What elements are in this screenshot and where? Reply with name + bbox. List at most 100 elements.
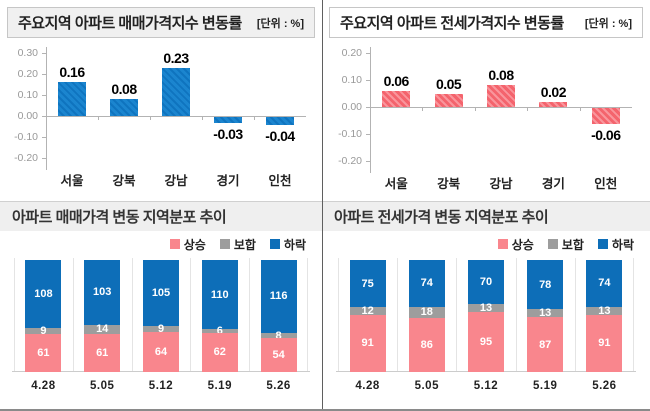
segment-value-label: 75 (361, 277, 374, 290)
segment-value-label: 13 (539, 307, 552, 320)
y-axis (370, 47, 371, 173)
bar-강남 (487, 85, 515, 107)
segment-value-label: 9 (40, 324, 47, 337)
bar-segment-보합: 12 (349, 305, 386, 317)
bar-강북 (110, 99, 138, 116)
x-tick-mark (254, 116, 255, 120)
legend-label-rise: 상승 (511, 237, 534, 252)
segment-value-label: 87 (539, 338, 552, 351)
y-tick-label: 0.10 (341, 74, 362, 86)
y-tick-mark (42, 95, 46, 96)
x-tick-mark (474, 107, 476, 111)
y-tick-mark (366, 80, 370, 81)
segment-value-label: 74 (420, 277, 433, 290)
bar-segment-하락: 74 (408, 260, 445, 307)
segment-value-label: 108 (34, 287, 53, 300)
gridline (131, 258, 133, 372)
bar-서울 (58, 82, 86, 116)
x-tick-mark (98, 116, 99, 120)
y-tick-label: -0.20 (338, 155, 362, 167)
y-tick-label: 0.10 (17, 89, 38, 101)
y-tick-mark (366, 134, 370, 135)
bar-value-label: 0.23 (163, 49, 189, 66)
panel-title: 아파트 매매가격 변동 지역분포 추이 (12, 209, 227, 226)
gridline (397, 258, 399, 372)
x-tick-mark (579, 107, 581, 111)
bar-value-label: 0.05 (435, 75, 462, 92)
bar-value-label: -0.06 (591, 127, 621, 144)
panel-sale-distribution: 아파트 매매가격 변동 지역분포 추이 상승 보합 하락 108 9 61 4.28 1… (0, 201, 322, 409)
legend-swatch-flat (219, 239, 230, 249)
panel-header: 주요지역 아파트 전세가격지수 변동률 [단위 : %] (329, 7, 643, 38)
panel-jeonse-price-index: 주요지역 아파트 전세가격지수 변동률 [단위 : %] 0.20 0.10 0.0… (322, 0, 650, 201)
segment-value-label: 105 (151, 287, 171, 300)
segment-value-label: 95 (479, 336, 493, 349)
chart-legend: 상승 보합 하락 (0, 234, 306, 254)
gridline (14, 258, 15, 372)
x-tick-mark (150, 116, 151, 120)
unit-label: [단위 : %] (584, 17, 632, 30)
bar-경기 (214, 117, 242, 124)
segment-value-label: 13 (479, 302, 493, 315)
x-category-label: 5.05 (90, 380, 115, 392)
x-category-label: 5.12 (473, 380, 499, 392)
y-tick-label: -0.10 (338, 128, 362, 140)
segment-value-label: 70 (479, 276, 493, 289)
legend-item-fall: 하락 (269, 236, 306, 253)
bar-segment-하락: 116 (260, 260, 297, 333)
bar-segment-보합: 9 (143, 323, 179, 335)
segment-value-label: 91 (598, 337, 611, 350)
legend-item-fall: 하락 (597, 236, 634, 253)
segment-value-label: 61 (37, 346, 50, 359)
gridline (338, 258, 339, 372)
y-tick-mark (366, 161, 370, 162)
bar-segment-하락: 108 (25, 260, 62, 328)
gridline (515, 258, 517, 372)
x-category-label: 5.05 (414, 380, 439, 392)
bar-segment-상승: 95 (468, 312, 504, 372)
panel-header: 아파트 매매가격 변동 지역분포 추이 (0, 201, 322, 231)
segment-value-label: 86 (420, 338, 433, 351)
category-label: 강남 (164, 174, 188, 188)
x-tick-mark (422, 107, 424, 111)
y-tick-label: 0.00 (341, 101, 362, 113)
y-tick-mark (42, 158, 46, 159)
x-axis-baseline (370, 107, 632, 108)
gridline (574, 258, 576, 372)
unit-label: [단위 : %] (256, 17, 304, 30)
category-label: 서울 (60, 174, 84, 188)
legend-swatch-flat (547, 239, 558, 249)
legend-item-rise: 상승 (169, 236, 206, 253)
bar-segment-상승: 87 (527, 317, 564, 372)
y-tick-mark (42, 116, 46, 117)
bar-segment-보합: 9 (25, 324, 62, 337)
bar-segment-보합: 8 (260, 330, 297, 342)
bar-segment-하락: 70 (468, 260, 504, 305)
sale-index-bar-chart: 0.30 0.20 0.10 0.00 -0.10 -0.20 0.16 서울 0.08 강북 0.… (14, 47, 306, 188)
category-label: 경기 (216, 174, 240, 188)
legend-swatch-rise (497, 239, 508, 249)
bar-value-label: -0.03 (213, 126, 243, 143)
y-tick-mark (366, 53, 370, 54)
gridline (456, 258, 458, 372)
jeonse-distribution-stacked-chart: 75 12 91 4.28 74 18 86 5.05 70 13 95 5.12 78 13 87 5.19… (336, 258, 636, 392)
x-axis-baseline (46, 116, 306, 117)
bar-강북 (434, 93, 463, 107)
bar-인천 (591, 108, 620, 125)
bar-segment-상승: 86 (408, 317, 445, 372)
gridline (249, 258, 251, 372)
segment-value-label: 116 (269, 290, 288, 303)
bar-value-label: 0.06 (383, 72, 410, 89)
bar-segment-보합: 6 (201, 325, 238, 337)
segment-value-label: 8 (275, 329, 282, 342)
panel-title: 주요지역 아파트 매매가격지수 변동률 (18, 15, 242, 32)
segment-value-label: 54 (272, 349, 285, 361)
bar-서울 (382, 90, 411, 107)
segment-value-label: 62 (213, 346, 226, 359)
bar-segment-상승: 64 (143, 331, 179, 372)
bar-segment-상승: 62 (201, 332, 238, 372)
x-category-label: 4.28 (31, 380, 56, 392)
legend-item-flat: 보합 (547, 236, 584, 253)
